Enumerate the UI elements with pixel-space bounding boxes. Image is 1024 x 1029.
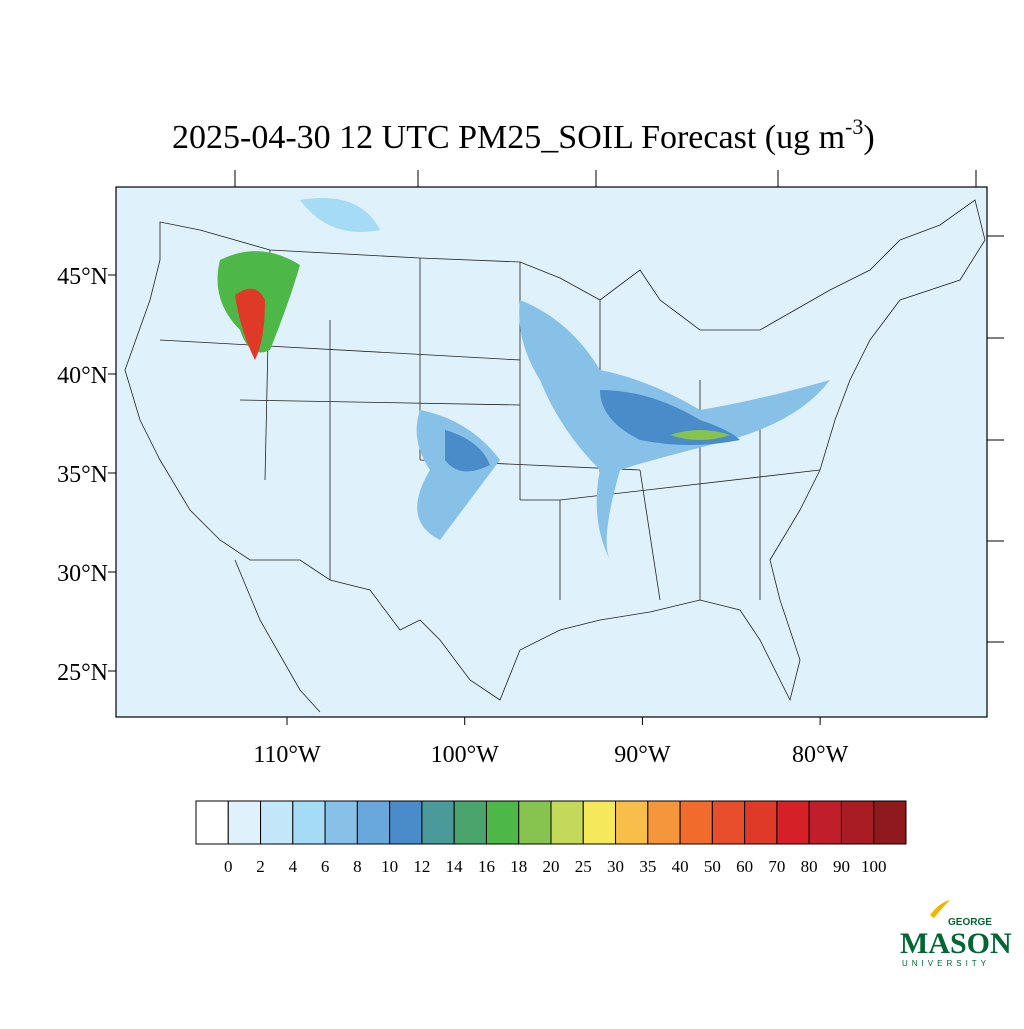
title-text: 2025-04-30 12 UTC PM25_SOIL Forecast (ug…	[172, 119, 845, 156]
colorbar-label: 0	[224, 857, 233, 876]
colorbar-label: 80	[801, 857, 818, 876]
colorbar-box	[679, 800, 713, 845]
colorbar-box	[260, 800, 294, 845]
colorbar-box	[776, 800, 810, 845]
logo-top: GEORGE	[948, 917, 992, 928]
map	[108, 170, 1004, 725]
colorbar-label: 40	[672, 857, 689, 876]
lat-label: 35°N	[57, 462, 108, 488]
colorbar-label: 100	[861, 857, 887, 876]
lon-label: 100°W	[431, 742, 500, 768]
colorbar-box	[453, 800, 487, 845]
colorbar-label: 14	[446, 857, 464, 876]
colorbar-label: 16	[478, 857, 495, 876]
colorbar-label: 6	[321, 857, 330, 876]
colorbar-box	[582, 800, 617, 845]
lon-label: 80°W	[792, 742, 849, 768]
colorbar-box	[808, 800, 842, 845]
colorbar-box	[840, 800, 875, 845]
logo-main: MASON	[900, 927, 1012, 960]
colorbar-box	[615, 800, 649, 845]
colorbar-label: 8	[353, 857, 362, 876]
colorbar-box	[744, 800, 778, 845]
title-end: )	[863, 119, 874, 156]
title: 2025-04-30 12 UTC PM25_SOIL Forecast (ug…	[172, 114, 875, 156]
lat-label: 45°N	[57, 264, 108, 290]
colorbar-label: 50	[704, 857, 721, 876]
title-superscript: -3	[845, 114, 863, 139]
colorbar-label: 60	[736, 857, 753, 876]
lat-label: 30°N	[57, 561, 108, 587]
colorbar-label: 30	[607, 857, 624, 876]
colorbar-label: 35	[639, 857, 656, 876]
colorbar-box	[485, 800, 520, 845]
colorbar-box	[324, 800, 358, 845]
colorbar-box	[356, 800, 391, 845]
colorbar-label: 10	[381, 857, 398, 876]
colorbar-box	[227, 800, 262, 845]
colorbar-box	[389, 800, 423, 845]
colorbar-label: 70	[768, 857, 785, 876]
colorbar-label: 4	[289, 857, 298, 876]
colorbar-label: 18	[510, 857, 527, 876]
plumes	[217, 198, 830, 560]
colorbar-box	[195, 800, 229, 845]
colorbar-box	[518, 800, 552, 845]
map-ticks	[108, 170, 1004, 725]
colorbar-box	[421, 800, 455, 845]
colorbar-box	[873, 800, 907, 845]
colorbar-box	[550, 800, 584, 845]
lat-label: 25°N	[57, 660, 108, 686]
colorbar-label: 25	[575, 857, 592, 876]
lon-label: 90°W	[614, 742, 671, 768]
colorbar-box	[647, 800, 681, 845]
colorbar: 0 2 4 6 8 10 12 14 16 18 20 25 30 35 40 50 60 70 80 90 100	[195, 800, 907, 876]
colorbar-box	[711, 800, 746, 845]
colorbar-label: 12	[413, 857, 430, 876]
lon-label: 110°W	[253, 742, 321, 768]
colorbar-label: 2	[256, 857, 265, 876]
coastlines	[124, 199, 986, 713]
colorbar-label: 20	[543, 857, 560, 876]
logo-bottom: UNIVERSITY	[902, 959, 990, 968]
lat-label: 40°N	[57, 363, 108, 389]
logo: GEORGE MASON UNIVERSITY	[900, 900, 1012, 968]
colorbar-box	[292, 800, 326, 845]
colorbar-label: 90	[833, 857, 850, 876]
